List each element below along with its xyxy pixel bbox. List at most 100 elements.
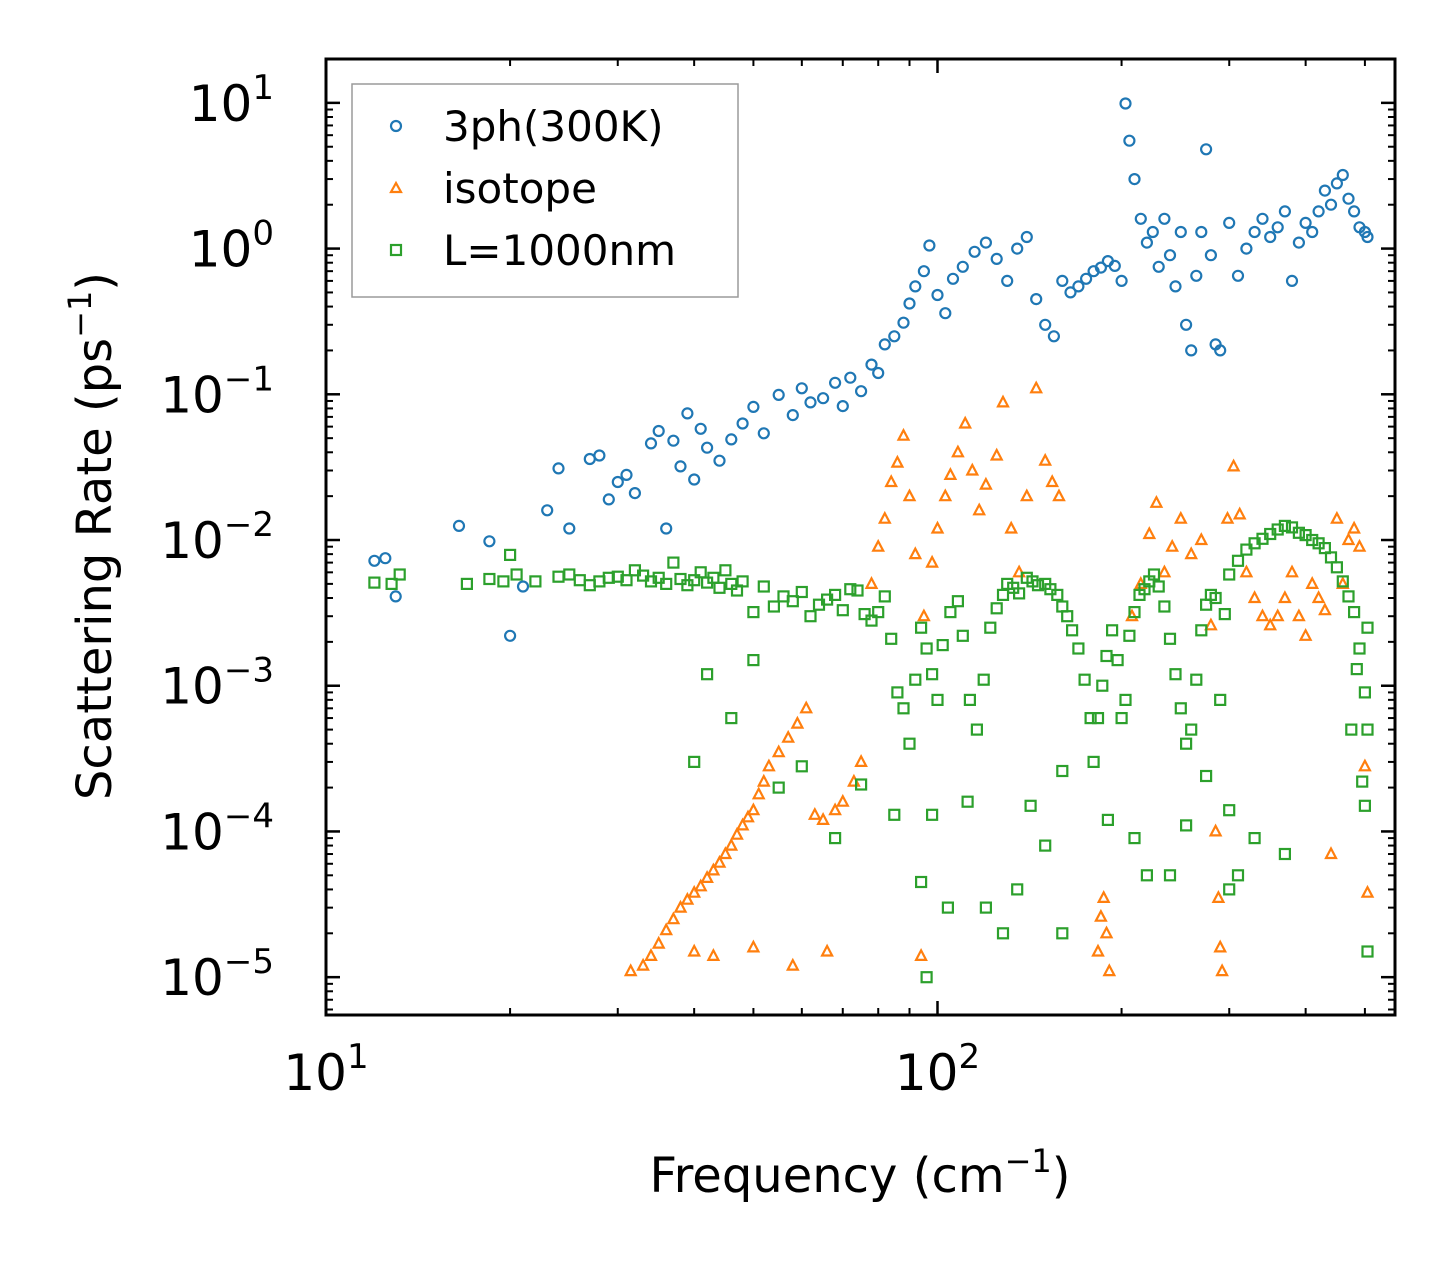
point-2-23 bbox=[674, 572, 687, 586]
point-1-52 bbox=[1004, 520, 1019, 534]
point-1-2 bbox=[644, 948, 658, 962]
y-tick-label-3: 10−2 bbox=[160, 505, 274, 570]
point-0-80 bbox=[1174, 225, 1187, 239]
point-2-162 bbox=[828, 831, 842, 845]
point-1-47 bbox=[965, 462, 980, 476]
point-1-85 bbox=[1270, 608, 1285, 622]
point-1-90 bbox=[1305, 576, 1320, 590]
point-0-59 bbox=[1039, 318, 1052, 331]
point-1-5 bbox=[666, 911, 681, 925]
point-2-170 bbox=[888, 808, 901, 821]
point-1-36 bbox=[890, 454, 905, 468]
point-2-99 bbox=[1152, 580, 1165, 593]
point-0-35 bbox=[828, 376, 842, 389]
point-0-26 bbox=[725, 433, 738, 446]
point-2-110 bbox=[1209, 591, 1222, 605]
point-1-19 bbox=[751, 786, 766, 800]
point-1-20 bbox=[756, 773, 771, 787]
legend-marker-l1000nm bbox=[389, 243, 403, 257]
point-2-153 bbox=[1024, 799, 1037, 812]
point-1-17 bbox=[741, 809, 755, 823]
point-0-98 bbox=[1292, 236, 1306, 249]
point-0-12 bbox=[602, 493, 615, 506]
point-2-122 bbox=[1292, 526, 1306, 539]
point-0-49 bbox=[939, 307, 952, 320]
point-1-91 bbox=[1311, 590, 1326, 604]
point-1-78 bbox=[1220, 510, 1235, 524]
point-2-151 bbox=[1056, 927, 1069, 940]
point-2-25 bbox=[688, 574, 701, 587]
point-1-40 bbox=[917, 608, 931, 622]
point-1-81 bbox=[1239, 564, 1254, 578]
point-2-85 bbox=[1087, 755, 1100, 769]
point-0-11 bbox=[593, 449, 606, 462]
point-2-90 bbox=[1111, 653, 1124, 667]
point-2-114 bbox=[1231, 554, 1245, 567]
series-1 bbox=[623, 380, 1375, 977]
point-2-139 bbox=[1350, 662, 1363, 676]
point-1-34 bbox=[877, 510, 892, 524]
point-0-53 bbox=[979, 236, 993, 249]
point-2-56 bbox=[914, 621, 928, 634]
point-1-103 bbox=[746, 939, 761, 953]
y-tick-label-2: 10−1 bbox=[160, 359, 274, 424]
point-2-84 bbox=[1084, 711, 1097, 725]
point-0-25 bbox=[713, 454, 726, 467]
point-2-165 bbox=[747, 653, 760, 667]
point-2-68 bbox=[990, 602, 1003, 615]
point-2-29 bbox=[713, 581, 726, 594]
point-1-92 bbox=[1318, 602, 1332, 616]
point-1-41 bbox=[925, 554, 939, 568]
point-0-78 bbox=[1163, 249, 1177, 262]
point-2-155 bbox=[996, 927, 1010, 940]
point-1-10 bbox=[700, 870, 714, 884]
point-2-83 bbox=[1078, 673, 1091, 686]
point-1-13 bbox=[718, 846, 733, 860]
point-0-44 bbox=[903, 297, 916, 310]
point-2-146 bbox=[1179, 819, 1193, 832]
point-0-100 bbox=[1306, 225, 1319, 239]
point-1-88 bbox=[1292, 608, 1306, 622]
point-0-94 bbox=[1264, 230, 1277, 244]
point-2-169 bbox=[925, 808, 939, 821]
point-1-75 bbox=[1211, 890, 1226, 904]
point-0-32 bbox=[795, 382, 808, 395]
point-1-106 bbox=[914, 948, 928, 962]
point-2-159 bbox=[920, 971, 933, 984]
point-0-103 bbox=[1324, 198, 1338, 211]
point-2-107 bbox=[1195, 624, 1208, 637]
point-1-29 bbox=[835, 793, 850, 807]
point-0-54 bbox=[990, 252, 1003, 265]
point-0-61 bbox=[1056, 274, 1069, 287]
point-2-5 bbox=[497, 575, 510, 588]
point-1-102 bbox=[706, 948, 721, 962]
point-2-54 bbox=[903, 737, 916, 750]
point-0-93 bbox=[1256, 212, 1269, 225]
point-2-87 bbox=[1096, 679, 1109, 692]
point-1-74 bbox=[1208, 823, 1223, 837]
point-0-95 bbox=[1271, 221, 1284, 234]
point-0-91 bbox=[1240, 242, 1253, 255]
point-2-91 bbox=[1115, 711, 1128, 725]
point-1-49 bbox=[979, 476, 993, 490]
point-2-166 bbox=[725, 711, 738, 725]
point-1-99 bbox=[1358, 758, 1372, 772]
point-1-45 bbox=[951, 444, 965, 458]
point-2-59 bbox=[931, 693, 944, 707]
point-2-148 bbox=[1140, 869, 1154, 882]
legend-label-l1000nm: L=1000nm bbox=[443, 226, 676, 275]
point-2-129 bbox=[1336, 575, 1349, 588]
point-0-104 bbox=[1330, 177, 1344, 190]
point-2-64 bbox=[963, 693, 977, 707]
point-1-71 bbox=[1184, 546, 1199, 560]
point-2-0 bbox=[368, 576, 381, 589]
point-0-50 bbox=[946, 272, 960, 285]
point-0-0 bbox=[368, 554, 381, 567]
point-0-60 bbox=[1047, 330, 1061, 343]
point-0-90 bbox=[1231, 269, 1245, 282]
point-1-15 bbox=[730, 826, 744, 840]
point-2-106 bbox=[1190, 673, 1203, 686]
point-1-94 bbox=[1330, 510, 1344, 524]
point-1-96 bbox=[1341, 532, 1356, 546]
